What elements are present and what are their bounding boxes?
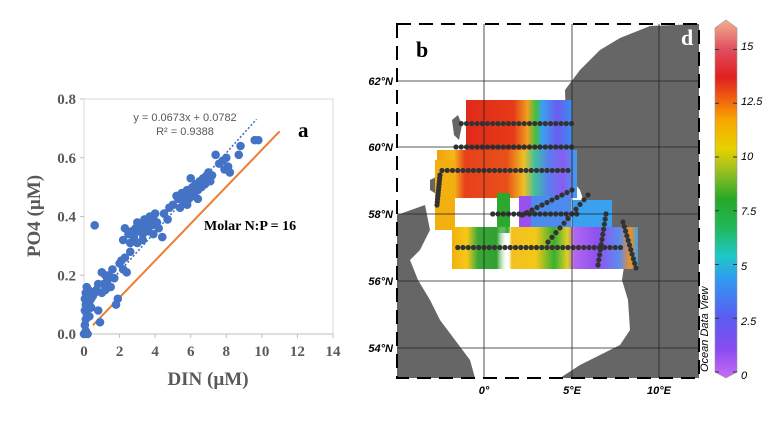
station-markers xyxy=(434,120,639,271)
reference-line-label: Molar N:P = 16 xyxy=(204,219,296,234)
trendline-equation: y = 0.0673x + 0.0782 xyxy=(133,112,236,124)
colorbar-label-0: 0 xyxy=(741,370,748,382)
svg-text:0.6: 0.6 xyxy=(57,151,76,167)
svg-text:12: 12 xyxy=(290,344,305,360)
panel-label-d: d xyxy=(681,25,693,50)
lat-label-62: 62°N xyxy=(368,76,394,88)
y-axis-title: PO4 (µM) xyxy=(24,175,45,257)
lat-label-60: 60°N xyxy=(368,142,394,154)
lon-label-5e: 5°E xyxy=(563,385,582,397)
colorbar-label-7-5: 7.5 xyxy=(741,206,757,218)
scatter-points xyxy=(79,135,263,339)
colorbar-label-2-5: 2.5 xyxy=(740,316,757,328)
panel-label-a: a xyxy=(298,118,309,142)
odv-watermark: Ocean Data View xyxy=(699,286,711,372)
map-panel: 62°N 60°N 58°N 56°N 54°N 0° 5°E 10°E b d… xyxy=(368,19,763,397)
x-axis-ticks: 0 2 4 6 8 10 12 14 xyxy=(80,334,341,360)
svg-text:4: 4 xyxy=(151,344,159,360)
trendline xyxy=(113,118,258,278)
colorbar-label-5: 5 xyxy=(741,261,748,273)
svg-text:6: 6 xyxy=(187,344,195,360)
graticule xyxy=(397,24,699,378)
lat-label-56: 56°N xyxy=(368,276,394,288)
panel-label-b: b xyxy=(416,37,428,62)
reference-line-np16 xyxy=(92,130,281,326)
svg-text:14: 14 xyxy=(326,344,342,360)
svg-text:2: 2 xyxy=(116,344,124,360)
svg-text:0.4: 0.4 xyxy=(57,210,76,226)
svg-text:0.0: 0.0 xyxy=(57,327,76,343)
lat-label-58: 58°N xyxy=(368,209,394,221)
svg-text:8: 8 xyxy=(223,344,231,360)
trendline-r2: R² = 0.9388 xyxy=(156,126,214,138)
lon-label-0: 0° xyxy=(479,385,490,397)
y-axis-ticks: 0.0 0.2 0.4 0.6 0.8 xyxy=(57,92,84,343)
lon-label-10e: 10°E xyxy=(647,385,672,397)
lat-label-54: 54°N xyxy=(368,343,394,355)
colorbar xyxy=(714,19,738,379)
svg-text:0.8: 0.8 xyxy=(57,92,76,108)
svg-text:0.2: 0.2 xyxy=(57,268,76,284)
map-border xyxy=(396,23,700,379)
svg-text:0: 0 xyxy=(80,344,88,360)
colorbar-label-10: 10 xyxy=(741,151,754,163)
svg-text:10: 10 xyxy=(254,344,269,360)
colorbar-label-15: 15 xyxy=(741,41,754,53)
colorbar-label-12-5: 12.5 xyxy=(741,96,763,108)
x-axis-title: DIN (µM) xyxy=(167,369,248,390)
scatter-chart-panel: 0 2 4 6 8 10 12 14 0.0 0.2 0.4 0.6 0.8 y = 0.0673x … xyxy=(24,92,341,390)
